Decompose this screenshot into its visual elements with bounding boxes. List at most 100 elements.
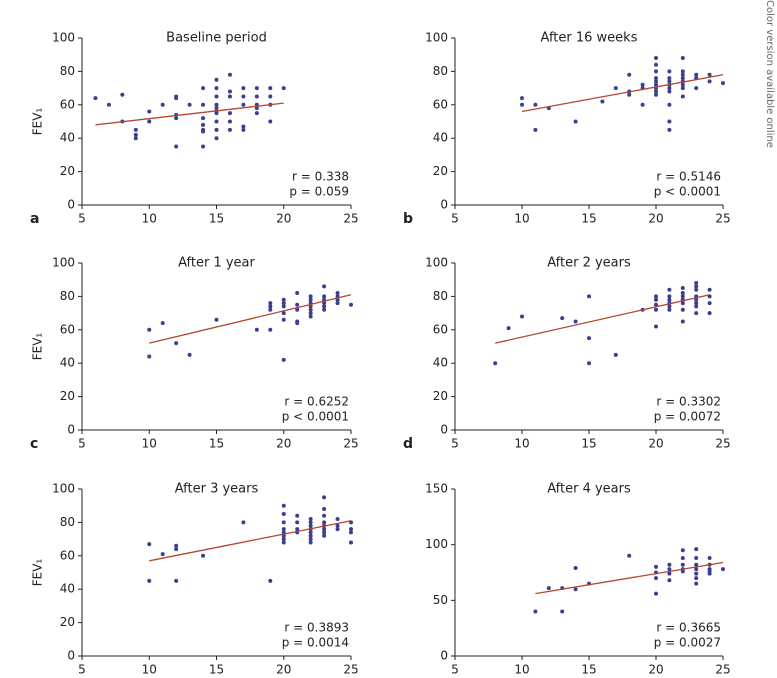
x-tick-label: 20 (648, 212, 663, 226)
point (308, 304, 313, 309)
y-tick-label: 60 (433, 322, 448, 336)
point (654, 307, 658, 312)
point (694, 576, 699, 581)
fit-line (149, 520, 352, 562)
point (680, 319, 685, 324)
y-tick-label: 0 (67, 198, 75, 212)
point (533, 127, 538, 132)
panel-title: After 4 years (547, 482, 631, 497)
point (308, 297, 313, 302)
point (654, 92, 658, 97)
point (133, 132, 138, 137)
point (268, 578, 273, 583)
x-tick-label: 5 (78, 212, 86, 226)
panel-label: b (403, 211, 413, 227)
fit-line (95, 102, 284, 126)
y-tick-label: 50 (433, 593, 448, 607)
point (147, 578, 152, 583)
y-tick-label: 0 (67, 423, 75, 437)
y-axis-label: FEV₁ (31, 559, 45, 587)
y-tick-label: 20 (433, 389, 448, 403)
point (120, 92, 125, 97)
point (214, 106, 219, 111)
point (533, 102, 538, 107)
panel-title: After 2 years (547, 256, 631, 271)
point (147, 109, 152, 114)
point (667, 307, 672, 312)
x-tick-label: 10 (514, 212, 529, 226)
point (654, 69, 658, 74)
point (281, 537, 286, 542)
point (160, 102, 165, 107)
point (268, 327, 273, 332)
point (667, 76, 672, 81)
point (654, 76, 658, 81)
point (694, 72, 699, 77)
point (254, 106, 259, 111)
point (322, 294, 327, 299)
x-tick-label: 10 (514, 437, 529, 451)
panel-label: a (30, 211, 39, 227)
point (308, 533, 313, 538)
point (322, 520, 327, 525)
x-tick-label: 15 (209, 663, 224, 677)
point (680, 86, 685, 91)
point (322, 495, 327, 500)
point (654, 294, 658, 299)
point (707, 287, 712, 292)
y-tick-label: 100 (52, 31, 75, 45)
y-tick-label: 0 (440, 198, 448, 212)
stat-annotation: r = 0.3893 (284, 621, 349, 635)
point (627, 92, 632, 97)
point (281, 297, 286, 302)
point (667, 567, 672, 572)
point (667, 127, 672, 132)
point (694, 284, 699, 289)
point (227, 94, 232, 99)
y-tick-label: 0 (440, 423, 448, 437)
x-tick-label: 10 (514, 663, 529, 677)
x-tick-label: 15 (209, 437, 224, 451)
point (520, 314, 524, 319)
x-tick-label: 25 (343, 212, 358, 226)
point (587, 336, 591, 341)
point (281, 304, 286, 309)
point (654, 82, 658, 87)
point (160, 321, 165, 326)
stat-annotation: r = 0.338 (292, 170, 349, 184)
point (680, 291, 685, 296)
point (560, 316, 565, 321)
point (533, 609, 538, 614)
point (335, 523, 340, 528)
stat-annotation: r = 0.3665 (656, 621, 721, 635)
y-axis-label: FEV₁ (31, 108, 45, 136)
point (322, 527, 327, 532)
point (295, 302, 300, 307)
point (694, 562, 699, 567)
point (667, 304, 672, 309)
x-tick-label: 10 (142, 437, 157, 451)
point (627, 72, 632, 77)
point (322, 533, 327, 538)
point (667, 287, 672, 292)
point (241, 127, 246, 132)
point (654, 89, 658, 94)
y-tick-label: 60 (60, 322, 75, 336)
point (694, 86, 699, 91)
point (654, 297, 658, 302)
point (214, 77, 219, 82)
point (174, 116, 179, 121)
point (241, 86, 246, 91)
point (654, 56, 658, 61)
fit-line (535, 561, 724, 595)
point (227, 89, 232, 94)
point (201, 86, 206, 91)
point (654, 576, 658, 581)
point (241, 124, 246, 129)
point (680, 94, 685, 99)
y-tick-label: 40 (433, 131, 448, 145)
point (573, 587, 578, 592)
point (667, 89, 672, 94)
point (680, 562, 685, 567)
point (147, 354, 152, 359)
